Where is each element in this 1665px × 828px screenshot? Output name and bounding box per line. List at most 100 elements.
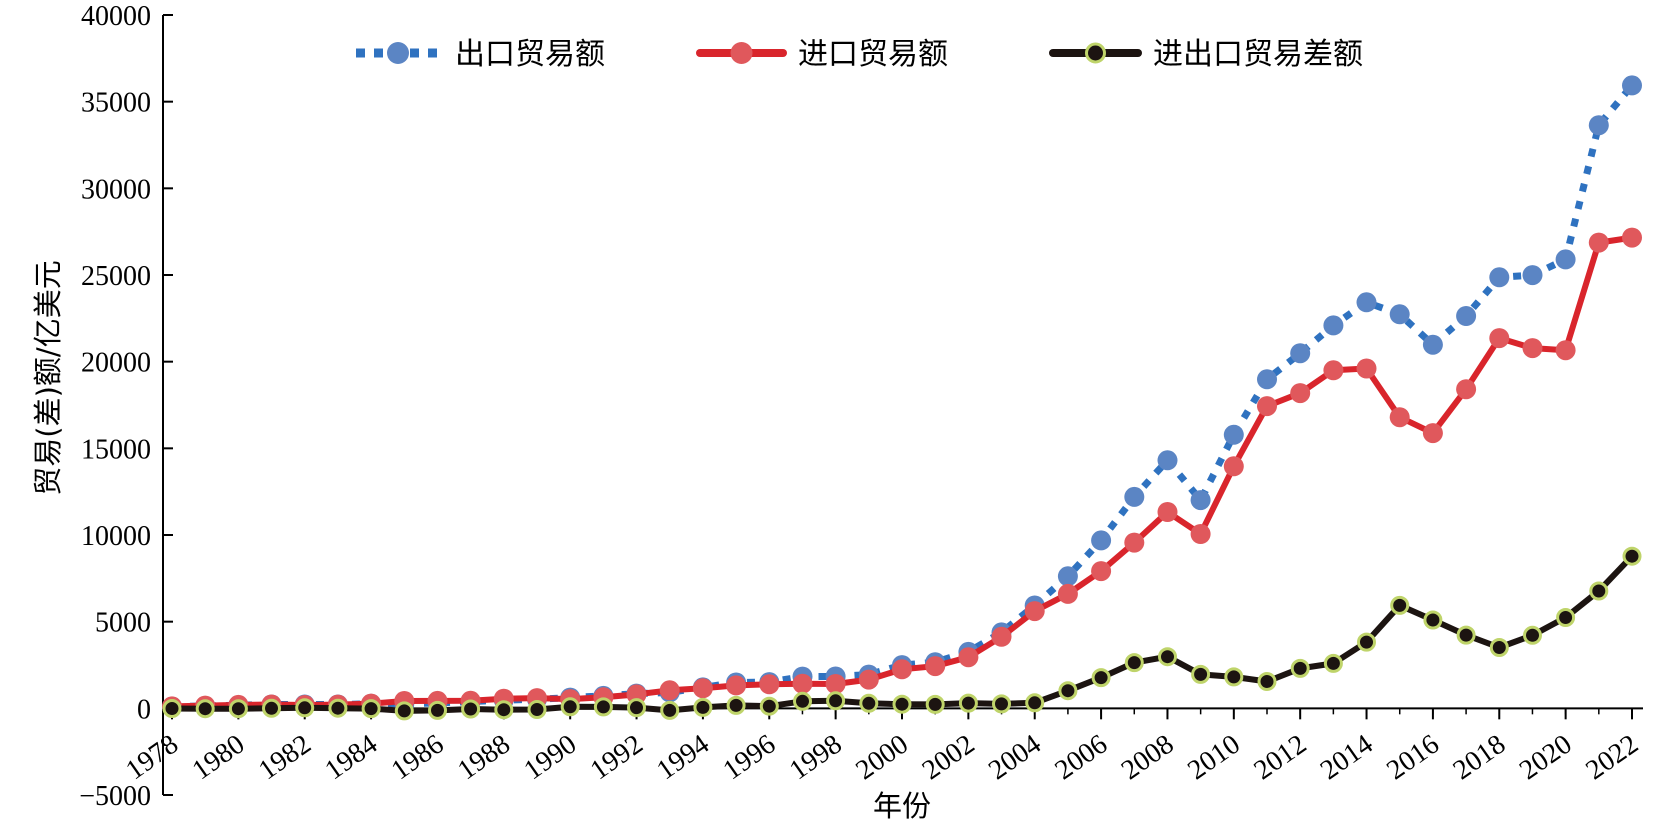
series-point [1124,532,1145,553]
series-point [262,698,281,718]
series-point [1489,638,1509,657]
series-point [1223,456,1244,477]
series-point [162,699,182,718]
x-tick-label: 2014 [1315,729,1379,787]
series-point [1323,315,1344,336]
series-point [892,694,912,714]
series-point [1622,546,1642,566]
series-point [1091,530,1112,551]
legend-swatch-marker [387,42,409,64]
axes: −5000 0 5000 10000 15000 20000 25000 30000 35000… [79,1,1644,812]
series-line-3 [169,553,1635,714]
series-point [792,673,813,694]
series-point [793,691,812,711]
y-tick-label: 30000 [81,174,151,205]
x-tick-label: 1998 [784,729,848,787]
series-point [1224,667,1244,687]
x-tick-label: 1982 [253,729,317,787]
series-point [1356,358,1377,379]
x-tick-label: 1988 [452,729,516,787]
series-point [593,697,613,717]
x-tick-label: 1978 [120,729,184,787]
series-point [1057,583,1078,604]
x-tick-label: 1994 [651,729,715,787]
x-tick-label: 1990 [519,729,583,787]
series-point [527,700,547,719]
series-point [1257,396,1277,417]
series-point [1390,595,1410,615]
x-tick-label: 2022 [1580,729,1644,787]
series-point [1190,524,1211,544]
series-point [1523,625,1542,645]
y-tick-label: 25000 [81,261,151,292]
x-tick-label: 1980 [187,729,251,787]
legend: 出口贸易额 进口贸易额 进出口贸易差额 [356,37,1363,72]
y-tick-label: 0 [137,694,151,725]
series-point [1158,647,1177,667]
series-point [859,693,879,713]
y-axis-title: 贸易(差)额/亿美元 [31,260,65,495]
series-point [394,701,414,721]
series-point [1555,340,1576,361]
series-point [1091,561,1112,582]
series-point [992,694,1011,714]
series-point [726,675,747,696]
y-tick-label: 35000 [81,88,151,119]
series-point [1389,407,1410,428]
y-tick-label: 15000 [81,434,151,465]
series-point [1489,328,1510,349]
series-point [1058,681,1078,701]
x-axis-title: 年份 [873,789,931,823]
series-point [1091,668,1111,688]
series-point [1024,601,1045,622]
series-point [958,693,978,713]
series-point [1025,693,1045,713]
x-tick-label: 2012 [1249,729,1313,787]
series-point [826,691,846,711]
series-point [1555,249,1576,270]
x-tick-label: 2000 [850,729,914,787]
series-point [1588,115,1609,136]
legend-swatch-marker [1085,42,1106,64]
series-point [692,678,713,699]
series-point [925,694,945,714]
legend-swatch-marker [730,42,753,64]
series-point [1389,304,1410,325]
series-point [726,695,746,715]
series-point [825,674,846,694]
legend-label: 出口贸易额 [455,37,605,72]
series-point [1556,608,1576,627]
series-point [328,698,348,718]
series-point [1323,653,1343,673]
x-tick-label: 2002 [917,729,981,787]
series-point [1124,486,1145,507]
x-tick-label: 1984 [319,729,383,787]
series-point [428,700,447,720]
x-tick-label: 2008 [1116,729,1180,787]
series-point [1422,423,1443,444]
series-point [925,656,946,677]
x-tick-label: 2018 [1448,729,1512,787]
x-tick-label: 1996 [718,729,782,787]
series-point [361,699,381,719]
series-point [1423,610,1443,630]
series-point [1290,383,1311,404]
series-point [627,698,646,718]
series-point [195,699,215,719]
x-tick-label: 2010 [1182,729,1246,787]
series-point [1357,632,1376,652]
series-point [1588,232,1609,253]
series-point [228,699,248,719]
series-group [162,75,1642,721]
x-tick-label: 2004 [983,729,1047,787]
legend-label: 进出口贸易差额 [1153,37,1363,72]
series-point [693,697,713,717]
series-point [1257,672,1277,691]
x-tick-label: 2016 [1381,729,1445,787]
x-tick-label: 2006 [1049,729,1113,787]
series-point [1456,379,1477,400]
series-point [626,684,647,705]
series-point [1223,424,1244,445]
series-point [1489,267,1510,288]
